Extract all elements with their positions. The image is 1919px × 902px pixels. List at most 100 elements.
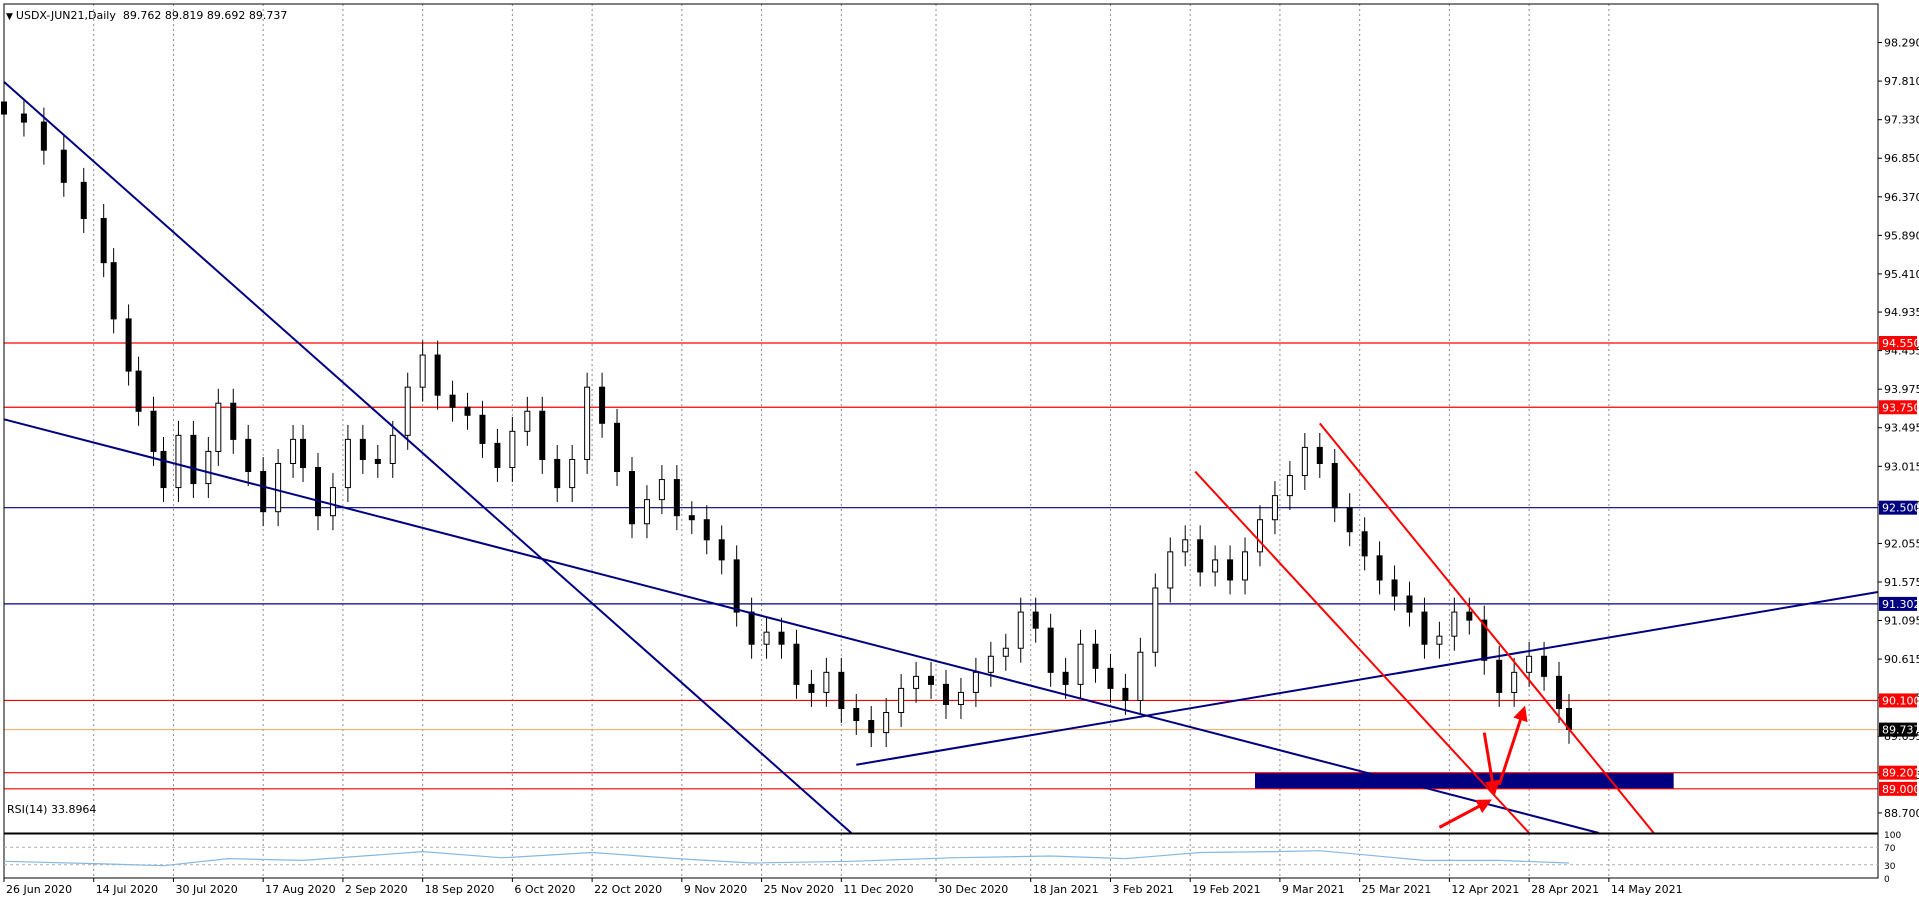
x-tick-label: 25 Mar 2021 — [1362, 883, 1432, 896]
y-tick-label: 93.975 — [1884, 383, 1919, 396]
rsi-label: RSI(14) 33.8964 — [7, 803, 97, 816]
red-arrow — [1438, 799, 1492, 829]
candle-body — [419, 354, 426, 388]
candle-body — [1122, 687, 1129, 701]
candle-body — [1242, 551, 1249, 581]
candle-body — [913, 675, 920, 689]
candle-body — [1062, 671, 1069, 685]
candle-body — [1331, 462, 1338, 509]
y-tick-label: 97.330 — [1884, 114, 1919, 127]
candle-body — [1541, 655, 1548, 677]
candle-body — [703, 519, 710, 541]
candle-body — [1481, 619, 1488, 661]
candle-body — [374, 458, 381, 464]
trendline — [3, 81, 852, 834]
timeframe-label: Daily — [88, 9, 116, 22]
trendline — [856, 591, 1879, 766]
x-tick-label: 30 Dec 2020 — [938, 883, 1008, 896]
y-tick-label: 90.615 — [1884, 653, 1919, 666]
rsi-level-label: 70 — [1884, 844, 1896, 854]
chevron-down-icon[interactable]: ▼ — [6, 12, 13, 22]
candle-body — [569, 458, 576, 489]
candle-body — [942, 683, 949, 705]
candle-body — [1017, 611, 1024, 649]
trendlines — [3, 81, 1879, 834]
candle-body — [449, 394, 456, 408]
chart-header: ▼ USDX-JUN21,Daily 89.762 89.819 89.692 8… — [6, 9, 288, 22]
rsi-panel: 70 30 100 0 — [3, 831, 1901, 885]
candle-body — [434, 354, 441, 396]
candle-body — [748, 611, 755, 645]
candle-body — [554, 458, 561, 489]
candle-body — [1391, 579, 1398, 597]
rsi-level-label: 0 — [1884, 875, 1890, 885]
candle-body — [1526, 655, 1533, 673]
candle-body — [175, 434, 182, 489]
candle-body — [1406, 595, 1413, 613]
candle-body — [1346, 507, 1353, 533]
y-tick-label: 91.095 — [1884, 615, 1919, 628]
x-tick-label: 18 Jan 2021 — [1033, 883, 1099, 896]
candle-body — [718, 539, 725, 561]
x-tick-label: 6 Oct 2020 — [514, 883, 575, 896]
candle-body — [314, 467, 321, 517]
candle-body — [972, 671, 979, 693]
candle-body — [868, 720, 875, 734]
candle-body — [260, 471, 267, 513]
candle-body — [1376, 555, 1383, 581]
candle-body — [1511, 671, 1518, 693]
ohlc-open: 89.762 — [122, 9, 162, 22]
candle-body — [1466, 611, 1473, 621]
y-tick-label: 91.575 — [1884, 576, 1919, 589]
candle-body — [898, 687, 905, 714]
x-tick-label: 18 Sep 2020 — [425, 883, 495, 896]
symbol-label: USDX-JUN21 — [15, 9, 85, 22]
price-label-text: 89.737 — [1882, 724, 1919, 737]
y-tick-label: 98.290 — [1884, 37, 1919, 50]
red-arrow — [1497, 705, 1528, 786]
price-label-box — [1879, 500, 1917, 515]
candle-body — [1137, 651, 1144, 701]
y-tick-label: 96.370 — [1884, 191, 1919, 204]
price-label-box — [1879, 693, 1917, 708]
x-tick-label: 22 Oct 2020 — [594, 883, 662, 896]
candle-body — [509, 430, 516, 469]
y-tick-label: 88.700 — [1884, 807, 1919, 820]
candle-body — [1152, 587, 1159, 653]
candle-body — [733, 559, 740, 613]
x-tick-label: 14 May 2021 — [1611, 883, 1683, 896]
price-label-text: 90.100 — [1882, 694, 1919, 707]
candle-body — [389, 434, 396, 464]
candle-body — [150, 410, 157, 452]
candle-body — [883, 712, 890, 734]
x-tick-label: 26 Jun 2020 — [6, 883, 72, 896]
candle-body — [658, 479, 665, 501]
x-tick-label: 19 Feb 2021 — [1192, 883, 1260, 896]
candle-body — [778, 631, 785, 645]
price-label-text: 94.550 — [1882, 337, 1919, 350]
price-label-text: 89.000 — [1882, 783, 1919, 796]
candle-body — [160, 450, 167, 489]
candle-body — [957, 691, 964, 705]
candle-body — [1451, 611, 1458, 637]
candle-body — [1316, 446, 1323, 464]
x-tick-label: 2 Sep 2020 — [345, 883, 408, 896]
candle-body — [853, 707, 860, 722]
y-tick-label: 95.890 — [1884, 229, 1919, 242]
candle-body — [1436, 635, 1443, 645]
x-tick-label: 12 Apr 2021 — [1451, 883, 1519, 896]
x-tick-label: 30 Jul 2020 — [175, 883, 237, 896]
y-tick-label: 93.015 — [1884, 460, 1919, 473]
candle-body — [190, 434, 197, 485]
candle-body — [1496, 659, 1503, 693]
candle-body — [125, 318, 132, 372]
candle-body — [1047, 627, 1054, 673]
candle-body — [245, 438, 252, 473]
candle-body — [688, 515, 695, 521]
candle-body — [494, 442, 501, 469]
x-tick-label: 28 Apr 2021 — [1531, 883, 1599, 896]
price-label-text: 91.302 — [1882, 598, 1919, 611]
x-tick-label: 11 Dec 2020 — [843, 883, 913, 896]
candle-body — [793, 643, 800, 685]
